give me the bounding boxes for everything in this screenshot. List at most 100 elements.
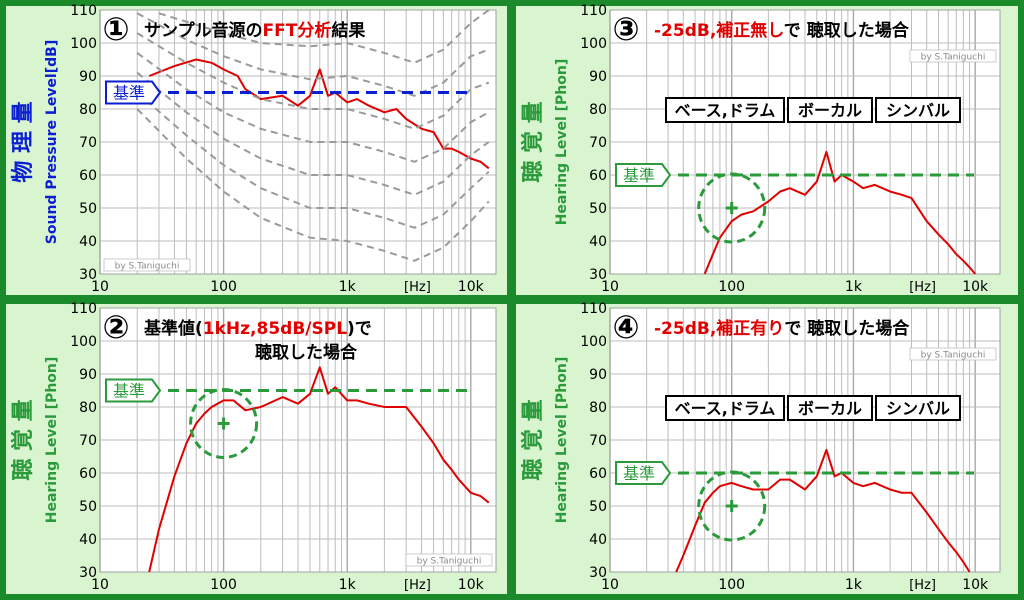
panel-title-line2: 聴取した場合 xyxy=(255,342,358,363)
x-unit-label: [Hz] xyxy=(909,578,936,593)
highlight-circle xyxy=(697,172,767,244)
x-tick-label: 1k xyxy=(339,577,357,593)
y-tick-label: 100 xyxy=(70,36,97,52)
measured-spectrum-line xyxy=(148,58,490,170)
y-tick-label: 60 xyxy=(79,466,97,482)
credit-box xyxy=(405,553,493,567)
x-tick-label: 10k xyxy=(458,279,485,295)
panel-p4: 30 40 50 60 70 80 90 100 110 10 100 1k 10k [Hz] 聴 覚 量 H… xyxy=(516,301,1018,594)
y-tick-label: 30 xyxy=(79,267,97,283)
x-tick-label: 10 xyxy=(91,279,109,295)
y-tick-label: 70 xyxy=(79,433,97,449)
y-tick-label: 30 xyxy=(589,565,607,581)
credit-text: by S.Taniguchi xyxy=(417,557,482,567)
x-tick-label: 10k xyxy=(962,279,989,295)
measured-spectrum-line xyxy=(148,366,490,573)
y-axis-title: Hearing Level [Phon] xyxy=(554,357,570,524)
panel-title-part: で 聴取した場合 xyxy=(784,318,910,339)
x-tick-label: 100 xyxy=(718,279,745,295)
y-tick-label: 110 xyxy=(580,3,607,19)
y-tick-label: 40 xyxy=(589,532,607,548)
y-axis-title: Hearing Level [Phon] xyxy=(554,59,570,226)
reference-tag xyxy=(105,378,162,403)
x-unit-label: [Hz] xyxy=(404,578,431,593)
y-tick-label: 40 xyxy=(79,234,97,250)
reference-tag-label: 基準 xyxy=(113,382,145,401)
panel-p2: 30 40 50 60 70 80 90 100 110 10 100 1k 10k [Hz] 聴 覚 量 H… xyxy=(6,301,507,594)
equal-loudness-contour xyxy=(158,9,490,64)
range-label-text: ベース,ドラム xyxy=(675,399,776,418)
y-tick-label: 90 xyxy=(79,69,97,85)
y-tick-label: 50 xyxy=(589,499,607,515)
x-tick-label: 100 xyxy=(210,577,237,593)
y-tick-label: 80 xyxy=(589,400,607,416)
panel-p1: 30 40 50 60 70 80 90 100 110 10 100 1k 10k [Hz] 物 理 量 S… xyxy=(6,3,507,295)
y-tick-label: 30 xyxy=(589,267,607,283)
range-label-box xyxy=(665,97,785,123)
credit-box xyxy=(909,49,997,63)
equal-loudness-contour xyxy=(136,52,490,163)
y-tick-label: 50 xyxy=(79,499,97,515)
y-axis-title-kanji: 物 理 量 xyxy=(10,101,36,182)
y-tick-label: 110 xyxy=(70,301,97,317)
x-tick-label: 1k xyxy=(845,279,863,295)
y-axis-title-kanji: 聴 覚 量 xyxy=(520,399,546,480)
y-tick-label: 90 xyxy=(79,367,97,383)
y-tick-label: 40 xyxy=(79,532,97,548)
plot-frame xyxy=(99,307,497,573)
panel-title: -25dB,補正有りで 聴取した場合 xyxy=(654,318,910,339)
panel-title-part: 結果 xyxy=(331,20,365,41)
range-label-text: シンバル xyxy=(886,399,950,418)
panel-title-part: で 聴取した場合 xyxy=(784,20,910,41)
equal-loudness-contour xyxy=(136,71,490,196)
range-label-box xyxy=(875,395,961,421)
equal-loudness-contour xyxy=(136,12,490,97)
panel-title-part: 1kHz,85dB/SPL xyxy=(203,319,347,339)
equal-loudness-contour xyxy=(136,91,490,229)
y-tick-label: 70 xyxy=(589,135,607,151)
x-tick-label: 10 xyxy=(601,577,619,593)
y-tick-label: 110 xyxy=(70,3,97,19)
credit-text: by S.Taniguchi xyxy=(115,262,180,272)
y-tick-label: 40 xyxy=(589,234,607,250)
y-tick-label: 80 xyxy=(79,400,97,416)
x-tick-label: 1k xyxy=(845,577,863,593)
y-axis-title: Sound Pressure Level[dB] xyxy=(44,40,60,244)
range-label-text: シンバル xyxy=(886,101,950,120)
y-tick-label: 90 xyxy=(589,367,607,383)
y-tick-label: 100 xyxy=(70,334,97,350)
y-tick-label: 30 xyxy=(79,565,97,581)
panel-title-part: 基準値( xyxy=(143,318,203,339)
reference-tag xyxy=(615,163,672,187)
y-tick-label: 90 xyxy=(589,69,607,85)
y-tick-label: 110 xyxy=(580,301,607,317)
x-tick-label: 10 xyxy=(601,279,619,295)
x-tick-label: 10 xyxy=(91,577,109,593)
credit-text: by S.Taniguchi xyxy=(921,351,986,361)
highlight-circle xyxy=(189,388,259,459)
x-tick-label: 10k xyxy=(962,577,989,593)
y-tick-label: 50 xyxy=(79,201,97,217)
panel-number: ① xyxy=(102,10,129,48)
reference-tag-label: 基準 xyxy=(623,464,655,483)
x-unit-label: [Hz] xyxy=(909,280,936,295)
panel-title: サンプル音源のFFT分析結果 xyxy=(144,20,365,41)
y-tick-label: 50 xyxy=(589,201,607,217)
panel-title-part: )で xyxy=(347,319,372,339)
y-tick-label: 70 xyxy=(79,135,97,151)
y-tick-label: 70 xyxy=(589,433,607,449)
reference-tag xyxy=(105,80,162,105)
credit-text: by S.Taniguchi xyxy=(921,53,986,63)
equal-loudness-contour xyxy=(136,32,490,130)
y-tick-label: 80 xyxy=(589,102,607,118)
y-tick-label: 60 xyxy=(589,168,607,184)
y-tick-label: 100 xyxy=(580,36,607,52)
range-label-box xyxy=(787,395,873,421)
reference-tag xyxy=(615,461,672,485)
y-tick-label: 80 xyxy=(79,102,97,118)
y-tick-label: 60 xyxy=(79,168,97,184)
x-tick-label: 100 xyxy=(210,279,237,295)
range-label-text: ボーカル xyxy=(798,399,862,418)
panel-title-part: FFT分析 xyxy=(263,20,332,41)
y-tick-label: 100 xyxy=(580,334,607,350)
